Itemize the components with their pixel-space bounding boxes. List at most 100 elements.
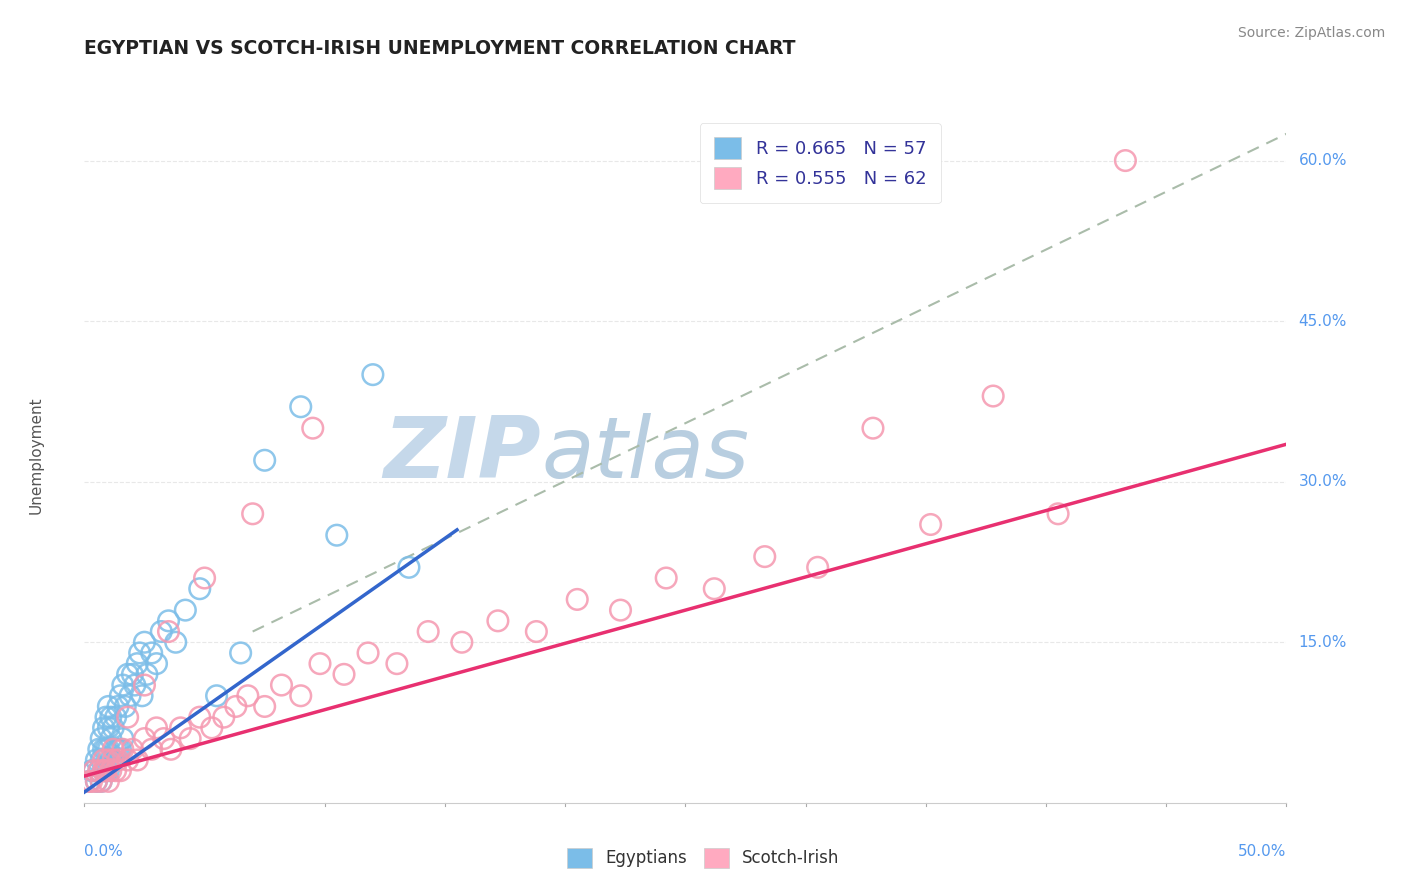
Text: atlas: atlas <box>541 413 749 497</box>
Point <box>134 635 156 649</box>
Point <box>134 731 156 746</box>
Point <box>179 731 201 746</box>
Point <box>97 753 120 767</box>
Point <box>229 646 252 660</box>
Point <box>145 657 167 671</box>
Text: 60.0%: 60.0% <box>1299 153 1347 168</box>
Point <box>131 689 153 703</box>
Point <box>333 667 356 681</box>
Text: Source: ZipAtlas.com: Source: ZipAtlas.com <box>1237 26 1385 40</box>
Point <box>83 764 105 778</box>
Point <box>754 549 776 564</box>
Point <box>270 678 292 692</box>
Point <box>609 603 631 617</box>
Point <box>103 742 125 756</box>
Point <box>357 646 380 660</box>
Point <box>114 699 136 714</box>
Point <box>212 710 235 724</box>
Point <box>141 646 163 660</box>
Point <box>97 774 120 789</box>
Point <box>86 774 108 789</box>
Point <box>134 678 156 692</box>
Legend: R = 0.665   N = 57, R = 0.555   N = 62: R = 0.665 N = 57, R = 0.555 N = 62 <box>700 123 941 203</box>
Point <box>104 710 127 724</box>
Text: 45.0%: 45.0% <box>1299 314 1347 328</box>
Point <box>87 764 110 778</box>
Text: Unemployment: Unemployment <box>28 396 44 514</box>
Point <box>150 624 173 639</box>
Legend: Egyptians, Scotch-Irish: Egyptians, Scotch-Irish <box>560 841 846 875</box>
Point <box>97 699 120 714</box>
Point <box>110 764 132 778</box>
Point <box>225 699 247 714</box>
Point <box>103 753 125 767</box>
Point <box>169 721 191 735</box>
Point <box>128 646 150 660</box>
Point <box>94 764 117 778</box>
Point <box>104 764 127 778</box>
Point <box>77 774 100 789</box>
Point <box>253 453 276 467</box>
Point <box>1047 507 1070 521</box>
Point <box>86 753 108 767</box>
Point <box>100 753 122 767</box>
Point <box>87 742 110 756</box>
Text: 15.0%: 15.0% <box>1299 635 1347 649</box>
Point <box>86 774 108 789</box>
Point <box>83 764 105 778</box>
Point <box>862 421 884 435</box>
Point <box>103 721 125 735</box>
Point <box>93 742 115 756</box>
Point <box>107 742 129 756</box>
Point <box>90 774 112 789</box>
Point <box>124 678 146 692</box>
Point <box>145 721 167 735</box>
Point <box>236 689 259 703</box>
Point <box>486 614 509 628</box>
Point <box>110 689 132 703</box>
Point <box>450 635 472 649</box>
Point <box>107 699 129 714</box>
Point <box>981 389 1004 403</box>
Point <box>93 764 115 778</box>
Point <box>104 742 127 756</box>
Point <box>655 571 678 585</box>
Point <box>165 635 187 649</box>
Point <box>703 582 725 596</box>
Point <box>97 764 120 778</box>
Point <box>97 742 120 756</box>
Point <box>290 400 312 414</box>
Point <box>100 710 122 724</box>
Point <box>94 764 117 778</box>
Text: ZIP: ZIP <box>384 413 541 497</box>
Point <box>807 560 830 574</box>
Point <box>188 582 211 596</box>
Point <box>152 731 174 746</box>
Point <box>567 592 589 607</box>
Point <box>201 721 224 735</box>
Point <box>418 624 440 639</box>
Point <box>127 753 149 767</box>
Point <box>80 764 103 778</box>
Point <box>93 753 115 767</box>
Point <box>94 710 117 724</box>
Point <box>107 753 129 767</box>
Point <box>100 764 122 778</box>
Point <box>93 721 115 735</box>
Text: 50.0%: 50.0% <box>1239 845 1286 859</box>
Point <box>118 689 141 703</box>
Point <box>111 731 134 746</box>
Point <box>326 528 349 542</box>
Point <box>127 657 149 671</box>
Point <box>111 742 134 756</box>
Point <box>157 614 180 628</box>
Point <box>93 764 115 778</box>
Text: 0.0%: 0.0% <box>84 845 124 859</box>
Point <box>90 753 112 767</box>
Text: 30.0%: 30.0% <box>1299 475 1347 489</box>
Point <box>242 507 264 521</box>
Point <box>93 764 115 778</box>
Point <box>920 517 942 532</box>
Point <box>110 742 132 756</box>
Point <box>361 368 384 382</box>
